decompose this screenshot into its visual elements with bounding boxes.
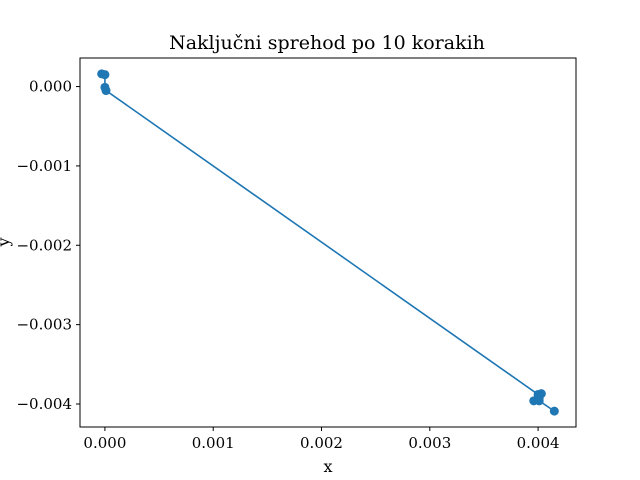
y-tick-label: −0.001 [16,157,72,175]
x-tick-label: 0.004 [517,434,560,452]
data-point [534,396,544,406]
series-layer [97,69,559,416]
y-axis-label: y [0,237,13,247]
y-axis: 0.000 −0.001 −0.002 −0.003 −0.004 [16,78,80,413]
y-tick-label: 0.000 [29,78,72,96]
y-tick-label: −0.003 [16,316,72,334]
data-point [101,86,111,96]
x-axis-label: x [323,457,332,476]
plot-area-frame [79,57,577,428]
series-line [101,73,555,412]
x-tick-label: 0.002 [300,434,343,452]
data-point [549,406,559,416]
x-tick-label: 0.001 [192,434,235,452]
x-tick-label: 0.000 [83,434,126,452]
x-axis: 0.000 0.001 0.002 0.003 0.004 [83,427,560,452]
y-tick-label: −0.004 [16,395,72,413]
chart-title: Naključni sprehod po 10 korakih [169,32,485,54]
y-tick-label: −0.002 [16,236,72,254]
data-point [100,70,110,80]
x-tick-label: 0.003 [408,434,451,452]
